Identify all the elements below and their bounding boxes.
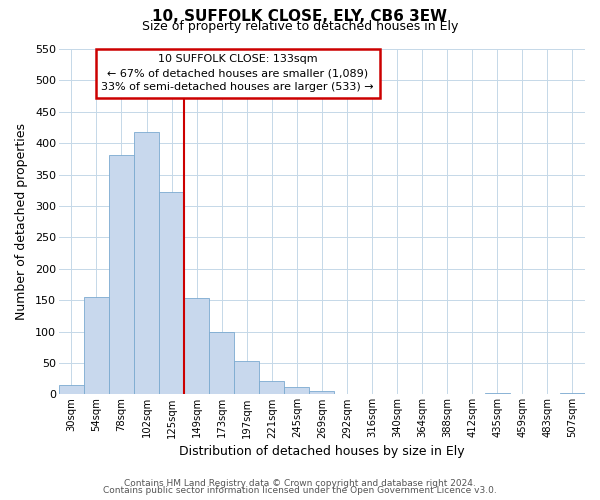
Bar (560, 393, 585, 394)
Bar (134, 132, 159, 394)
Bar (209, 332, 234, 394)
Bar (159, 192, 184, 394)
Bar (234, 361, 259, 394)
Bar (310, 392, 334, 394)
Text: Size of property relative to detached houses in Ely: Size of property relative to detached ho… (142, 20, 458, 33)
Bar (259, 380, 284, 394)
X-axis label: Distribution of detached houses by size in Ely: Distribution of detached houses by size … (179, 444, 465, 458)
Bar (59, 385, 84, 394)
Text: Contains HM Land Registry data © Crown copyright and database right 2024.: Contains HM Land Registry data © Crown c… (124, 478, 476, 488)
Bar (109, 154, 134, 394)
Bar (284, 387, 310, 394)
Bar (184, 298, 209, 394)
Bar (84, 297, 109, 394)
Text: 10 SUFFOLK CLOSE: 133sqm
← 67% of detached houses are smaller (1,089)
33% of sem: 10 SUFFOLK CLOSE: 133sqm ← 67% of detach… (101, 54, 374, 92)
Y-axis label: Number of detached properties: Number of detached properties (15, 123, 28, 320)
Bar (485, 393, 510, 394)
Text: Contains public sector information licensed under the Open Government Licence v3: Contains public sector information licen… (103, 486, 497, 495)
Text: 10, SUFFOLK CLOSE, ELY, CB6 3EW: 10, SUFFOLK CLOSE, ELY, CB6 3EW (152, 9, 448, 24)
